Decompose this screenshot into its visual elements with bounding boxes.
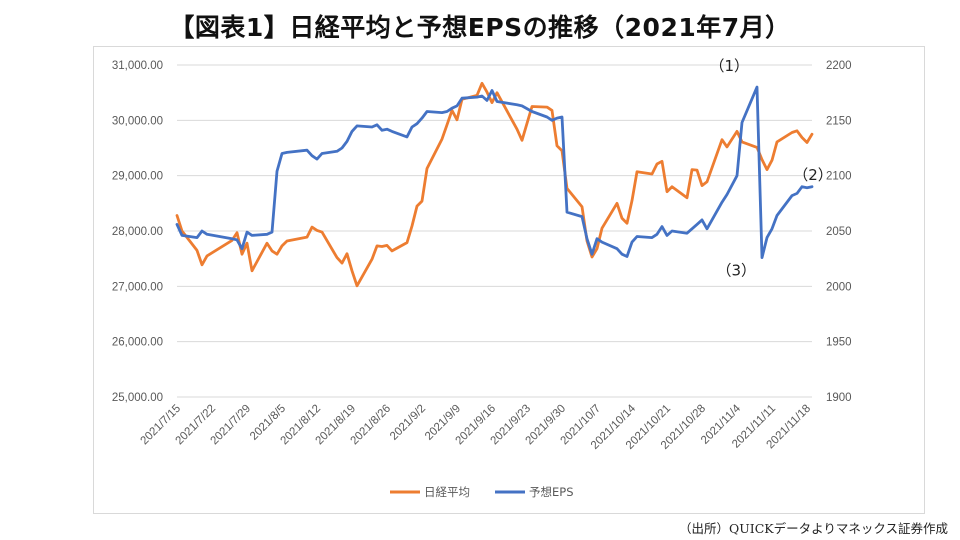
y-left-tick-label: 27,000.00 — [112, 281, 163, 293]
y-left-tick-label: 30,000.00 — [112, 115, 163, 127]
y-left-tick-label: 29,000.00 — [112, 171, 163, 183]
legend-label: 予想EPS — [529, 485, 574, 499]
y-left-tick-label: 28,000.00 — [112, 226, 163, 238]
y-left-tick-label: 25,000.00 — [112, 392, 163, 404]
x-tick-label: 2021/9/2 — [388, 403, 428, 443]
annotation-label: （3） — [716, 262, 756, 280]
annotation-label: （2） — [793, 166, 833, 184]
series-line-eps — [175, 85, 814, 260]
y-left-tick-label: 31,000.00 — [112, 60, 163, 72]
chart-frame — [93, 46, 925, 514]
legend-label: 日経平均 — [424, 485, 470, 499]
y-right-tick-label: 1950 — [826, 337, 852, 349]
source-note: （出所）QUICKデータよりマネックス証券作成 — [679, 521, 948, 536]
y-right-tick-label: 2150 — [826, 115, 852, 127]
y-left-tick-label: 26,000.00 — [112, 337, 163, 349]
annotation-label: （1） — [709, 57, 749, 75]
y-right-tick-label: 2050 — [826, 226, 852, 238]
page-title: 【図表1】日経平均と予想EPSの推移（2021年7月） — [169, 13, 791, 42]
y-right-tick-label: 2200 — [826, 60, 852, 72]
y-right-tick-label: 1900 — [826, 392, 852, 404]
y-right-tick-label: 2000 — [826, 281, 852, 293]
series-line-nikkei — [175, 81, 814, 288]
y-right-tick-label: 2100 — [826, 171, 852, 183]
